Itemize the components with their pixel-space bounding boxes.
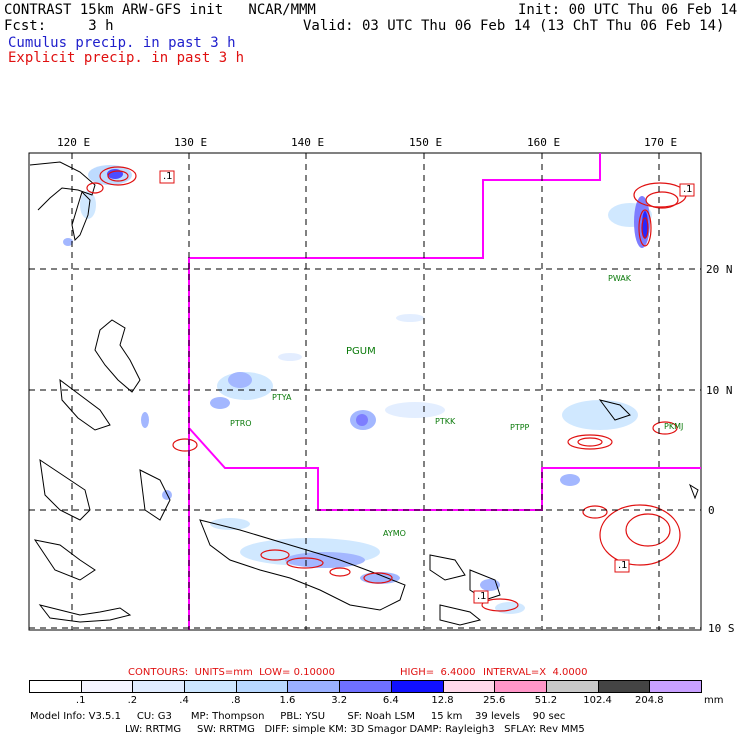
contour-label: .1: [618, 560, 628, 571]
colorbar-tick: 12.8: [431, 695, 454, 706]
contour-label: .1: [683, 184, 693, 195]
colorbar-cell: [649, 680, 702, 693]
colorbar-tick: .4: [179, 695, 189, 706]
station-pwak: PWAK: [608, 274, 632, 283]
contour-label: .1: [477, 591, 487, 602]
station-aymo: AYMO: [383, 529, 406, 538]
title: CONTRAST 15km ARW-GFS init NCAR/MMM: [4, 2, 316, 18]
lat-label-10s: 10 S: [708, 622, 735, 635]
colorbar-tick: 25.6: [483, 695, 506, 706]
lon-label-160e: 160 E: [527, 136, 561, 149]
model-info-line2: LW: RRTMG SW: RRTMG DIFF: simple KM: 3D …: [125, 724, 585, 735]
station-pkmj: PKMJ: [664, 422, 684, 431]
colorbar-cell: [80, 680, 134, 693]
contours-interval: INTERVAL=X 4.0000: [483, 667, 588, 678]
explicit-legend: Explicit precip. in past 3 h: [8, 50, 245, 66]
explicit-contours: [86, 166, 687, 612]
colorbar-cell: [339, 680, 392, 693]
contour-label-boxes: [159, 170, 695, 604]
lon-label-120e: 120 E: [57, 136, 91, 149]
colorbar-tick: .8: [230, 695, 241, 706]
valid-time: Valid: 03 UTC Thu 06 Feb 14 (13 ChT Thu …: [303, 18, 725, 34]
colorbar-tick: 6.4: [382, 695, 399, 706]
colorbar-tick: 102.4: [583, 695, 612, 706]
colorbar-tick: 51.2: [534, 695, 558, 706]
colorbar-cell: [287, 680, 341, 693]
colorbar-tick: 204.8: [634, 695, 664, 706]
colorbar-tick: .2: [127, 695, 138, 706]
map-frame: [28, 152, 702, 631]
station-ptpp: PTPP: [510, 423, 530, 432]
lat-label-0: 0: [708, 504, 715, 517]
region-border-lower: [188, 427, 701, 511]
init-time: Init: 00 UTC Thu 06 Feb 14: [518, 2, 738, 18]
lat-lon-grid: [29, 153, 701, 630]
lon-label-150e: 150 E: [409, 136, 443, 149]
station-ptro: PTRO: [230, 419, 252, 428]
contours-units: CONTOURS: UNITS=mm LOW= 0.10000: [128, 667, 335, 678]
station-ptkk: PTKK: [435, 417, 456, 426]
colorbar-cell: [442, 680, 496, 693]
forecast-hour: Fcst: 3 h: [4, 18, 114, 34]
lat-label-20n: 20 N: [706, 263, 733, 276]
colorbar-cell: [184, 680, 237, 693]
model-info-line1: Model Info: V3.5.1 CU: G3 MP: Thompson P…: [30, 711, 566, 722]
colorbar-tick: 3.2: [331, 695, 348, 706]
colorbar-cell: [545, 680, 599, 693]
cumulus-legend: Cumulus precip. in past 3 h: [8, 35, 236, 51]
contour-label: .1: [163, 171, 173, 182]
lon-label-130e: 130 E: [174, 136, 208, 149]
colorbar-cell: [494, 680, 547, 693]
lon-label-140e: 140 E: [291, 136, 325, 149]
colorbar-tick: .1: [75, 695, 86, 706]
contours-high: HIGH= 6.4000: [400, 667, 476, 678]
station-pgum: PGUM: [346, 346, 376, 357]
colorbar-cell: [390, 680, 444, 693]
colorbar-cell: [597, 680, 651, 693]
colorbar-cell: [29, 680, 82, 693]
colorbar-cell: [235, 680, 289, 693]
coastlines: [29, 161, 699, 626]
colorbar-cell: [132, 680, 186, 693]
lon-label-170e: 170 E: [644, 136, 678, 149]
colorbar-unit: mm: [704, 695, 724, 706]
station-ptya: PTYA: [272, 393, 292, 402]
lat-label-10n: 10 N: [706, 384, 733, 397]
colorbar-tick: 1.6: [279, 695, 296, 706]
